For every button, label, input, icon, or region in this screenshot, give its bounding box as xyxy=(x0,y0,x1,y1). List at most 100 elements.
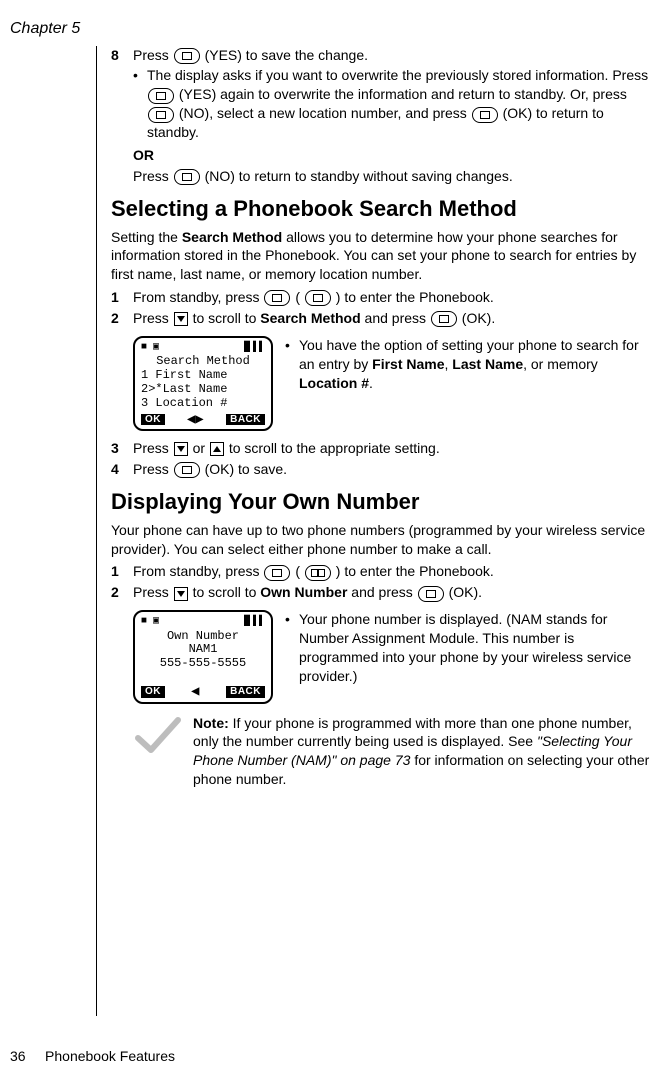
text-bold: Last Name xyxy=(452,356,523,372)
text: Press xyxy=(133,310,173,326)
sec1-step4: 4 Press (OK) to save. xyxy=(111,460,652,479)
screen-line: NAM1 xyxy=(141,643,265,657)
text: (YES) again to overwrite the information… xyxy=(179,86,627,102)
signal-icon: ▐▌▌▌ xyxy=(241,342,265,354)
sec2-screen-row: ■ ▣ ▐▌▌▌ Own Number NAM1 555-555-5555 OK… xyxy=(133,610,652,703)
text-bold: Search Method xyxy=(182,229,282,245)
page-footer: 36 Phonebook Features xyxy=(10,1047,175,1066)
screen-line: 1 First Name xyxy=(141,369,265,383)
soft-key-icon xyxy=(418,586,444,602)
text: ) to enter the Phonebook. xyxy=(336,563,494,579)
screen-line: 555-555-5555 xyxy=(141,657,265,671)
text: to scroll to the appropriate setting. xyxy=(229,440,440,456)
softkey-mid: ◀▶ xyxy=(187,414,203,426)
text: ( xyxy=(295,289,304,305)
phone-screen-search-method: ■ ▣ ▐▌▌▌ Search Method 1 First Name 2>*L… xyxy=(133,336,273,431)
step-num: 2 xyxy=(111,583,133,602)
sec1-step3: 3 Press or to scroll to the appropriate … xyxy=(111,439,652,458)
book-icon xyxy=(305,565,331,581)
text: . xyxy=(369,375,373,391)
screen-line: 2>*Last Name xyxy=(141,383,265,397)
text: Press xyxy=(133,168,173,184)
note-text: Note: If your phone is programmed with m… xyxy=(193,714,652,790)
sec1-intro: Setting the Search Method allows you to … xyxy=(111,228,652,285)
text: (OK). xyxy=(462,310,495,326)
step-num: 1 xyxy=(111,288,133,307)
down-arrow-icon xyxy=(174,312,188,326)
softkey-row: OK ◀ BACK xyxy=(141,686,265,698)
soft-key-icon xyxy=(264,565,290,581)
signal-icon: ▐▌▌▌ xyxy=(241,616,265,628)
sec1-step2: 2 Press to scroll to Search Method and p… xyxy=(111,309,652,328)
text: and press xyxy=(365,310,430,326)
step-body: Press (OK) to save. xyxy=(133,460,652,479)
soft-key-icon xyxy=(174,169,200,185)
status-row: ■ ▣ ▐▌▌▌ xyxy=(141,342,265,354)
text: and press xyxy=(351,584,416,600)
down-arrow-icon xyxy=(174,587,188,601)
step-num: 1 xyxy=(111,562,133,581)
screen-line: 3 Location # xyxy=(141,397,265,411)
soft-key-icon xyxy=(431,311,457,327)
spacer xyxy=(141,671,265,683)
sec2-screen-note: • Your phone number is displayed. (NAM s… xyxy=(285,610,652,686)
soft-key-icon xyxy=(472,107,498,123)
step-8-text-b: (YES) to save the change. xyxy=(205,47,368,63)
step-body: From standby, press ( ) to enter the Pho… xyxy=(133,288,652,307)
footer-title: Phonebook Features xyxy=(45,1048,175,1064)
soft-key-icon xyxy=(174,48,200,64)
step-8-text-a: Press xyxy=(133,47,173,63)
softkey-row: OK ◀▶ BACK xyxy=(141,414,265,426)
softkey-back: BACK xyxy=(226,686,265,698)
text: The display asks if you want to overwrit… xyxy=(147,67,648,83)
sec1-screen-row: ■ ▣ ▐▌▌▌ Search Method 1 First Name 2>*L… xyxy=(133,336,652,431)
note-block: Note: If your phone is programmed with m… xyxy=(133,714,652,790)
text: Press xyxy=(133,584,173,600)
sec1-screen-note: • You have the option of setting your ph… xyxy=(285,336,652,393)
text: You have the option of setting your phon… xyxy=(299,336,652,393)
text-bold: Search Method xyxy=(260,310,360,326)
text: or xyxy=(193,440,209,456)
up-arrow-icon xyxy=(210,442,224,456)
text: , or memory xyxy=(523,356,598,372)
text-bold: Location # xyxy=(299,375,369,391)
screen-title: Search Method xyxy=(141,355,265,369)
sec2-step1: 1 From standby, press ( ) to enter the P… xyxy=(111,562,652,581)
bullet-dot: • xyxy=(285,610,299,686)
step-body: Press or to scroll to the appropriate se… xyxy=(133,439,652,458)
content-column: 8 Press (YES) to save the change. • The … xyxy=(96,46,656,1016)
step-body: From standby, press ( ) to enter the Pho… xyxy=(133,562,652,581)
step-num: 4 xyxy=(111,460,133,479)
down-arrow-icon xyxy=(174,442,188,456)
status-icon: ■ ▣ xyxy=(141,616,159,628)
soft-key-icon xyxy=(174,462,200,478)
status-icon: ■ ▣ xyxy=(141,342,159,354)
soft-key-icon xyxy=(148,107,174,123)
section-title-own-number: Displaying Your Own Number xyxy=(111,487,652,517)
step-8-body: Press (YES) to save the change. xyxy=(133,46,652,65)
step-8-sub-text: The display asks if you want to overwrit… xyxy=(147,66,652,142)
step-body: Press to scroll to Search Method and pre… xyxy=(133,309,652,328)
text: (OK). xyxy=(449,584,482,600)
text: ) to enter the Phonebook. xyxy=(336,289,494,305)
status-row: ■ ▣ ▐▌▌▌ xyxy=(141,616,265,628)
or-label: OR xyxy=(133,146,652,165)
step-8: 8 Press (YES) to save the change. xyxy=(111,46,652,65)
step-num: 2 xyxy=(111,309,133,328)
book-icon xyxy=(305,290,331,306)
chapter-header: Chapter 5 xyxy=(10,18,656,40)
note-label: Note: xyxy=(193,715,229,731)
sec2-intro: Your phone can have up to two phone numb… xyxy=(111,521,652,559)
sec2-step2: 2 Press to scroll to Own Number and pres… xyxy=(111,583,652,602)
text-bold: Own Number xyxy=(260,584,347,600)
text: Your phone number is displayed. (NAM sta… xyxy=(299,610,652,686)
soft-key-icon xyxy=(148,88,174,104)
text: From standby, press xyxy=(133,563,263,579)
step-8-num: 8 xyxy=(111,46,133,65)
text: From standby, press xyxy=(133,289,263,305)
text-bold: First Name xyxy=(372,356,444,372)
text: to scroll to xyxy=(193,584,261,600)
step-num: 3 xyxy=(111,439,133,458)
text: ( xyxy=(295,563,304,579)
section-title-search-method: Selecting a Phonebook Search Method xyxy=(111,194,652,224)
